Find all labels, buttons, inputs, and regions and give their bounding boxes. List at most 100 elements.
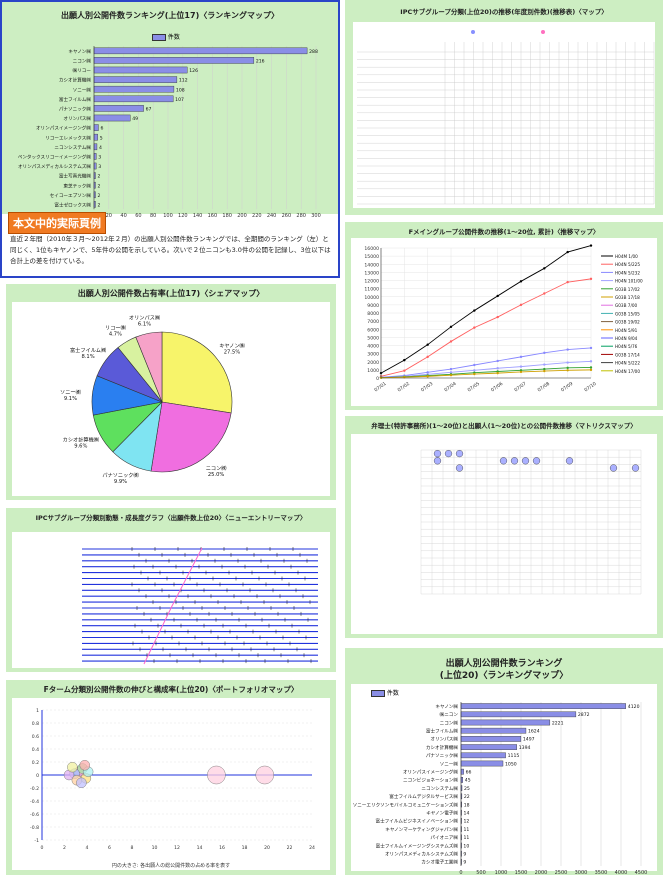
legend-label: H04N 5/76 xyxy=(615,344,638,349)
x-tick-label: 3500 xyxy=(595,870,608,876)
category-label: ㈱リコー xyxy=(73,67,92,74)
bar xyxy=(460,760,504,767)
screenshot-badge: 本文中的実际頁例 xyxy=(8,212,106,234)
x-tick-label: 6 xyxy=(108,845,111,851)
category-label: オリンパス㈱ xyxy=(430,736,458,743)
legend-label: H04N 101/00 xyxy=(615,279,643,284)
x-tick-label: 120 xyxy=(178,213,188,219)
y-tick-label: -1 xyxy=(34,838,39,844)
legend-label: G03B 17/02 xyxy=(615,287,640,292)
y-tick-label: 0 xyxy=(376,376,379,382)
ranking-top20-title: 出願人別公開件数ランキング xyxy=(445,659,563,669)
trend-line xyxy=(143,547,203,665)
category-label: オリンパス㈱ xyxy=(63,115,91,122)
bar xyxy=(93,153,97,160)
matrix-title: 弁理士(特許事務所)(1〜20位)と出願人(1〜20位)との公開件数推移〈マトリ… xyxy=(371,422,637,430)
series-point xyxy=(519,280,523,283)
bar xyxy=(93,162,97,170)
ranking-top17-inner xyxy=(2,2,338,214)
category-label: キヤノン電子㈱ xyxy=(426,810,458,817)
bar xyxy=(93,143,98,151)
series-point xyxy=(449,373,453,377)
new-entry-panel: IPCサブグループ分類別動態・成長度グラフ〈出願件数上位20〉〈ニューエントリー… xyxy=(6,508,336,672)
data-label: 45 xyxy=(465,778,471,784)
pie-slice xyxy=(150,401,232,473)
legend-label: G03B 17/18 xyxy=(615,295,640,300)
data-label: 216 xyxy=(256,59,265,65)
y-tick-label: -0.4 xyxy=(30,799,39,805)
category-label: パナソニック㈱ xyxy=(59,106,92,113)
y-tick-label: 12000 xyxy=(364,279,379,285)
pie-slice xyxy=(135,331,163,403)
category-label: カシオ電子工業㈱ xyxy=(421,859,458,866)
bar xyxy=(460,768,464,775)
series-point xyxy=(496,367,499,370)
data-label: 108 xyxy=(176,87,185,93)
legend-label: H04N 5/222 xyxy=(615,361,640,366)
bubble xyxy=(255,765,274,785)
bubble xyxy=(79,760,90,771)
series-point xyxy=(543,292,546,295)
series-line xyxy=(380,347,592,378)
y-tick-label: 0.2 xyxy=(32,760,39,766)
x-tick-label: 18 xyxy=(242,845,248,851)
matrix-bubble xyxy=(532,457,541,465)
legend-label: 件数 xyxy=(386,690,399,697)
x-tick-label: 260 xyxy=(282,213,292,219)
category-label: リコーエレメックス㈱ xyxy=(45,134,91,141)
y-tick-label: 7000 xyxy=(367,319,379,325)
matrix-bubble xyxy=(455,464,464,472)
matrix-bubble xyxy=(433,450,442,458)
category-label: カシオ計算機㈱ xyxy=(426,744,459,751)
series-point xyxy=(496,294,499,298)
category-label: 東芝テック㈱ xyxy=(63,182,91,189)
slice-value: 9.1% xyxy=(64,396,77,402)
bar xyxy=(460,703,627,709)
category-label: 富士フイルム㈱ xyxy=(59,96,91,103)
x-tick-label: 240 xyxy=(267,213,277,219)
series-point xyxy=(589,244,593,247)
category-label: ソニー㈱ xyxy=(73,86,92,93)
legend-swatch xyxy=(371,690,385,697)
data-label: 1115 xyxy=(508,753,520,759)
category-label: ニコンビジョネーション㈱ xyxy=(403,777,458,784)
x-tick-label: 2500 xyxy=(555,870,568,876)
category-label: 富士ゼロックス㈱ xyxy=(54,202,91,209)
legend-marker xyxy=(541,30,545,34)
y-tick-label: -0.6 xyxy=(30,812,39,818)
series-point xyxy=(473,309,476,312)
bar xyxy=(93,47,308,55)
data-label: 9 xyxy=(463,860,466,866)
series-point xyxy=(403,369,406,372)
new-entry-chart xyxy=(82,547,318,665)
y-tick-label: 14000 xyxy=(364,262,379,268)
data-label: 112 xyxy=(179,78,188,84)
x-tick-label: 14 xyxy=(197,845,203,851)
series-point xyxy=(519,355,523,359)
bar xyxy=(460,744,517,750)
data-label: 10 xyxy=(463,843,469,849)
data-label: 6 xyxy=(100,126,103,132)
x-tick-label: 10 xyxy=(152,845,158,851)
series-point xyxy=(519,365,523,368)
data-label: 14 xyxy=(464,811,470,817)
data-label: 288 xyxy=(309,49,318,55)
y-tick-label: 10000 xyxy=(364,295,379,301)
ipc-table-chart xyxy=(357,30,655,205)
y-tick-label: 1000 xyxy=(367,368,379,374)
series-point xyxy=(589,366,593,369)
matrix-bubble xyxy=(444,450,453,458)
data-label: 18 xyxy=(464,802,470,808)
legend-label: G03B 7/00 xyxy=(615,303,638,308)
series-point xyxy=(449,367,453,371)
x-tick-label: 07/09 xyxy=(560,381,574,394)
ranking-top20-chart: 0 500 1000 1500 2000 2500 3000 3500 4000 4500 キヤノン… xyxy=(353,702,647,876)
category-label: 富士フイルムビジネスイノベーション㈱ xyxy=(375,818,458,825)
data-label: 2 xyxy=(97,174,100,180)
y-tick-label: -0.8 xyxy=(30,825,39,831)
bar xyxy=(460,719,551,726)
data-label: 22 xyxy=(464,794,470,800)
data-label: 3 xyxy=(98,164,101,170)
slice-label: パナソニック㈱ xyxy=(102,471,139,479)
x-tick-label: 0 xyxy=(41,845,44,851)
